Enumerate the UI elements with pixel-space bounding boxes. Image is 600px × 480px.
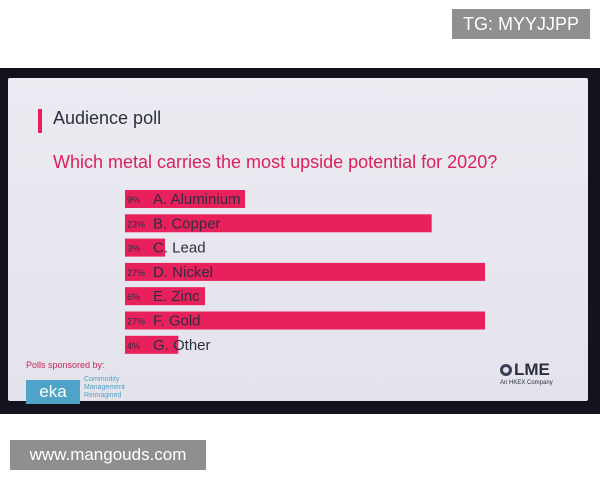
poll-bar (125, 214, 432, 233)
poll-bar-percent-label: 6% (127, 292, 140, 302)
lme-ring-icon (500, 364, 512, 376)
poll-bar-chart: 9% A. Aluminium 23% B. Copper 3% C. Lead 27% D.… (125, 190, 485, 354)
poll-bar (125, 190, 245, 208)
eka-tagline: Commodity Management Reimagined (84, 376, 154, 400)
presentation-screen: Audience poll Which metal carries the mo… (0, 68, 600, 414)
lme-subtitle: An HKEX Company (500, 380, 553, 386)
poll-option-label: A. Aluminium (153, 191, 241, 208)
eka-logo: eka (26, 380, 80, 404)
poll-bar-percent-label: 27% (127, 268, 145, 278)
poll-bar-percent-label: 3% (127, 244, 140, 254)
poll-question: Which metal carries the most upside pote… (53, 152, 498, 172)
poll-bar-percent-label: 9% (127, 195, 140, 205)
slide-title: Audience poll (53, 108, 162, 128)
poll-option-label: B. Copper (153, 215, 221, 232)
poll-option-label: C. Lead (153, 240, 206, 257)
watermark-bottom: www.mangouds.com (10, 440, 206, 470)
eka-tagline-line: Reimagined (84, 392, 122, 399)
eka-tagline-line: Management (84, 384, 125, 391)
eka-tagline-line: Commodity (84, 376, 120, 383)
poll-slide: Audience poll Which metal carries the mo… (8, 78, 588, 404)
title-accent-bar (38, 109, 42, 133)
poll-bar-percent-label: 23% (127, 219, 145, 229)
poll-bar (125, 262, 485, 281)
poll-bar-percent-label: 27% (127, 317, 145, 327)
poll-bar (125, 287, 205, 306)
poll-option-label: F. Gold (153, 313, 201, 330)
poll-bar (125, 238, 165, 257)
poll-bar (125, 335, 179, 354)
poll-option-label: D. Nickel (153, 264, 213, 281)
poll-bar-percent-label: 4% (127, 341, 140, 351)
sponsor-label: Polls sponsored by: (26, 360, 105, 370)
lme-logo: LME (500, 360, 550, 380)
poll-bar (125, 311, 485, 330)
poll-option-label: E. Zinc (153, 288, 200, 305)
lme-logo-text: LME (514, 360, 550, 379)
poll-option-label: G. Other (153, 337, 211, 354)
watermark-top: TG: MYYJJPP (452, 9, 590, 39)
